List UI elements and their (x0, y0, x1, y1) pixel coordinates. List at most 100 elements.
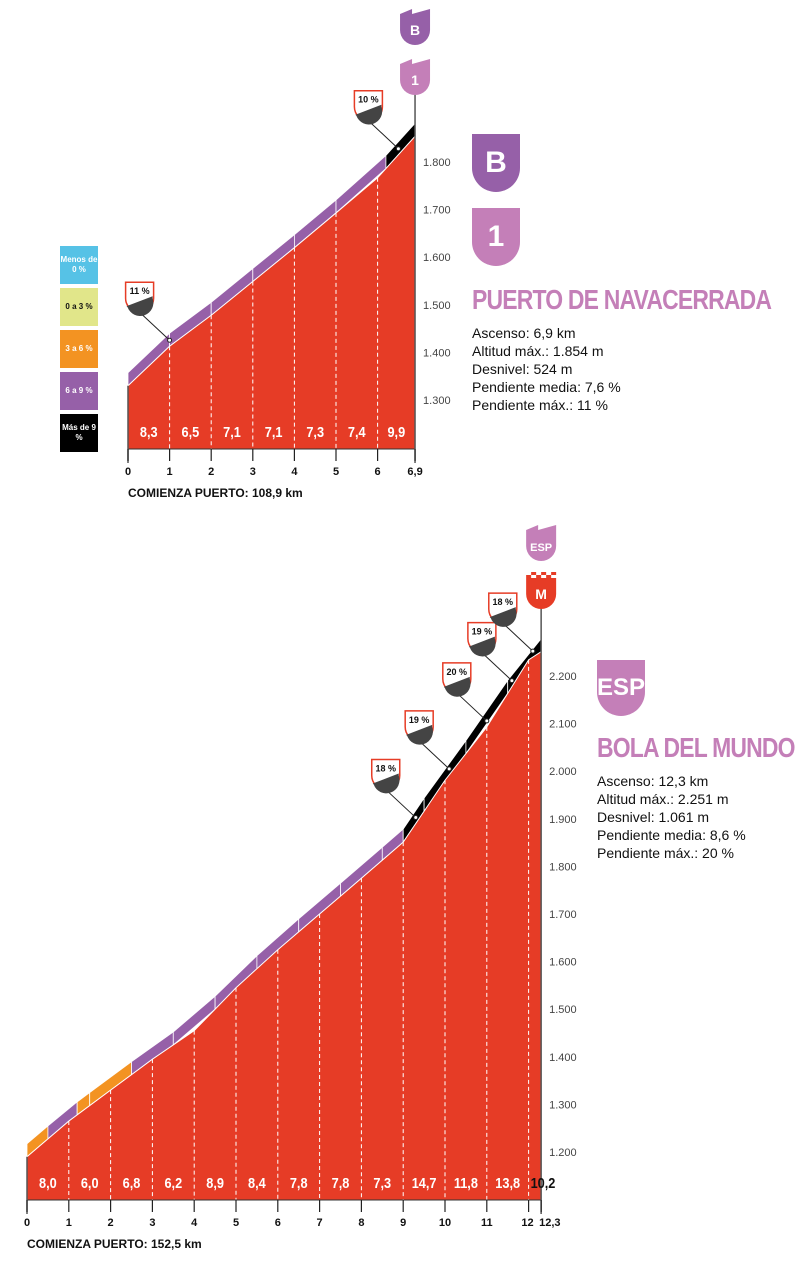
slope-icon (489, 607, 517, 627)
y-tick-label: 2.100 (549, 719, 577, 731)
gradient-label: 7,3 (373, 1174, 391, 1191)
checker-square (536, 575, 542, 578)
stat: Ascenso: 12,3 km (597, 773, 709, 789)
checker-square (546, 575, 552, 578)
slope-icon (355, 104, 383, 125)
checker-square (551, 572, 557, 575)
legend-item: 3 a 6 % (60, 330, 98, 368)
climb-info-1: PUERTO DE NAVACERRADA Ascenso: 6,9 km Al… (472, 284, 800, 414)
marker-dot (484, 718, 490, 724)
x-tick-label: 8 (358, 1217, 364, 1229)
x-tick-label: 4 (291, 466, 298, 478)
x-tick-label: 7 (317, 1217, 323, 1229)
x-tick-label: 5 (333, 466, 339, 478)
y-tick-label: 1.200 (549, 1147, 577, 1159)
summit-badge-1 (400, 64, 431, 95)
y-tick-label: 1.500 (549, 1004, 577, 1016)
gradient-label: 8,0 (39, 1174, 57, 1191)
summit-badge-1-top (400, 59, 431, 64)
x-tick-label: 4 (191, 1217, 198, 1229)
stat: Pendiente máx.: 11 % (472, 397, 608, 413)
marker-dot (530, 648, 536, 654)
x-tick-label: 6 (275, 1217, 281, 1229)
x-tick-label: 12 (521, 1217, 533, 1229)
gradient-label: 7,8 (290, 1174, 308, 1191)
gradient-label: 6,0 (81, 1174, 99, 1191)
y-tick-label: 1.300 (549, 1099, 577, 1111)
x-tick-label: 2 (108, 1217, 114, 1229)
y-tick-label: 1.400 (549, 1052, 577, 1064)
marker-leader (502, 622, 534, 652)
gradient-label: 7,3 (306, 423, 324, 440)
y-tick-label: 1.800 (423, 157, 451, 169)
y-tick-label: 1.700 (549, 909, 577, 921)
checker-square (526, 575, 532, 578)
gradient-label: 8,4 (248, 1174, 266, 1191)
summit-badge-b-label: B (410, 22, 420, 38)
category-badge-esp: ESP (597, 660, 645, 716)
x-tick-label: 3 (149, 1217, 155, 1229)
stat: Desnivel: 524 m (472, 361, 573, 377)
x-tick-label: 9 (400, 1217, 406, 1229)
max-gradient-label: 19 % (472, 627, 493, 637)
x-tick-label: 0 (125, 466, 131, 478)
summit-badge-1-label: 1 (411, 72, 419, 88)
gradient-label: 9,9 (387, 423, 405, 440)
marker-dot (509, 678, 515, 684)
x-tick-label: 5 (233, 1217, 239, 1229)
summit-badge-b-top (400, 9, 431, 14)
y-tick-label: 2.200 (549, 671, 577, 683)
max-gradient-label: 11 % (130, 286, 150, 296)
climb-title: PUERTO DE NAVACERRADA (472, 284, 772, 315)
marker-dot (413, 815, 419, 821)
marker-leader (456, 692, 488, 722)
x-tick-label: 1 (66, 1217, 72, 1229)
max-gradient-label: 20 % (447, 667, 468, 677)
summit-badge-m (526, 578, 557, 610)
x-tick-label: 3 (250, 466, 256, 478)
start-label: COMIENZA PUERTO: 152,5 km (27, 1237, 202, 1251)
x-tick-label: 2 (208, 466, 214, 478)
legend-item: 6 a 9 % (60, 372, 98, 410)
y-tick-label: 1.900 (549, 814, 577, 826)
stat: Altitud máx.: 1.854 m (472, 343, 604, 359)
marker-leader (139, 311, 170, 341)
gradient-label: 14,7 (412, 1174, 437, 1191)
gradient-label: 13,8 (495, 1174, 520, 1191)
checker-square (541, 572, 547, 575)
gradient-label: 6,2 (164, 1174, 182, 1191)
y-tick-label: 1.600 (423, 252, 451, 264)
stat: Pendiente media: 8,6 % (597, 827, 746, 843)
stat: Ascenso: 6,9 km (472, 325, 576, 341)
climb-info-2: BOLA DEL MUNDO Ascenso: 12,3 km Altitud … (597, 732, 800, 862)
max-gradient-label: 19 % (409, 715, 430, 725)
gradient-label: 10,2 (531, 1174, 556, 1191)
y-tick-label: 1.700 (423, 205, 451, 217)
climb-title: BOLA DEL MUNDO (597, 732, 796, 763)
summit-badge-esp-label: ESP (530, 542, 552, 554)
summit-badge-m-label: M (535, 586, 547, 602)
stat: Pendiente máx.: 20 % (597, 845, 734, 861)
slope-icon (372, 773, 400, 794)
legend-item: Menos de 0 % (60, 246, 98, 284)
max-gradient-label: 10 % (358, 95, 379, 105)
stat: Pendiente media: 7,6 % (472, 379, 621, 395)
gradient-label: 7,1 (223, 423, 241, 440)
marker-dot (167, 337, 173, 343)
marker-dot (446, 766, 452, 772)
x-tick-label: 1 (167, 466, 173, 478)
x-tick-label: 10 (439, 1217, 451, 1229)
marker-leader (481, 652, 513, 682)
gradient-label: 6,8 (123, 1174, 141, 1191)
category-badge-1: 1 (472, 208, 520, 266)
stat: Altitud máx.: 2.251 m (597, 791, 729, 807)
start-label: COMIENZA PUERTO: 108,9 km (128, 486, 303, 500)
y-tick-label: 1.300 (423, 395, 451, 407)
x-tick-label: 0 (24, 1217, 30, 1229)
marker-dot (395, 146, 401, 152)
slope-icon (468, 636, 496, 657)
gradient-label: 11,8 (454, 1174, 478, 1191)
summit-badge-b (400, 14, 431, 45)
max-gradient-label: 18 % (493, 597, 514, 607)
